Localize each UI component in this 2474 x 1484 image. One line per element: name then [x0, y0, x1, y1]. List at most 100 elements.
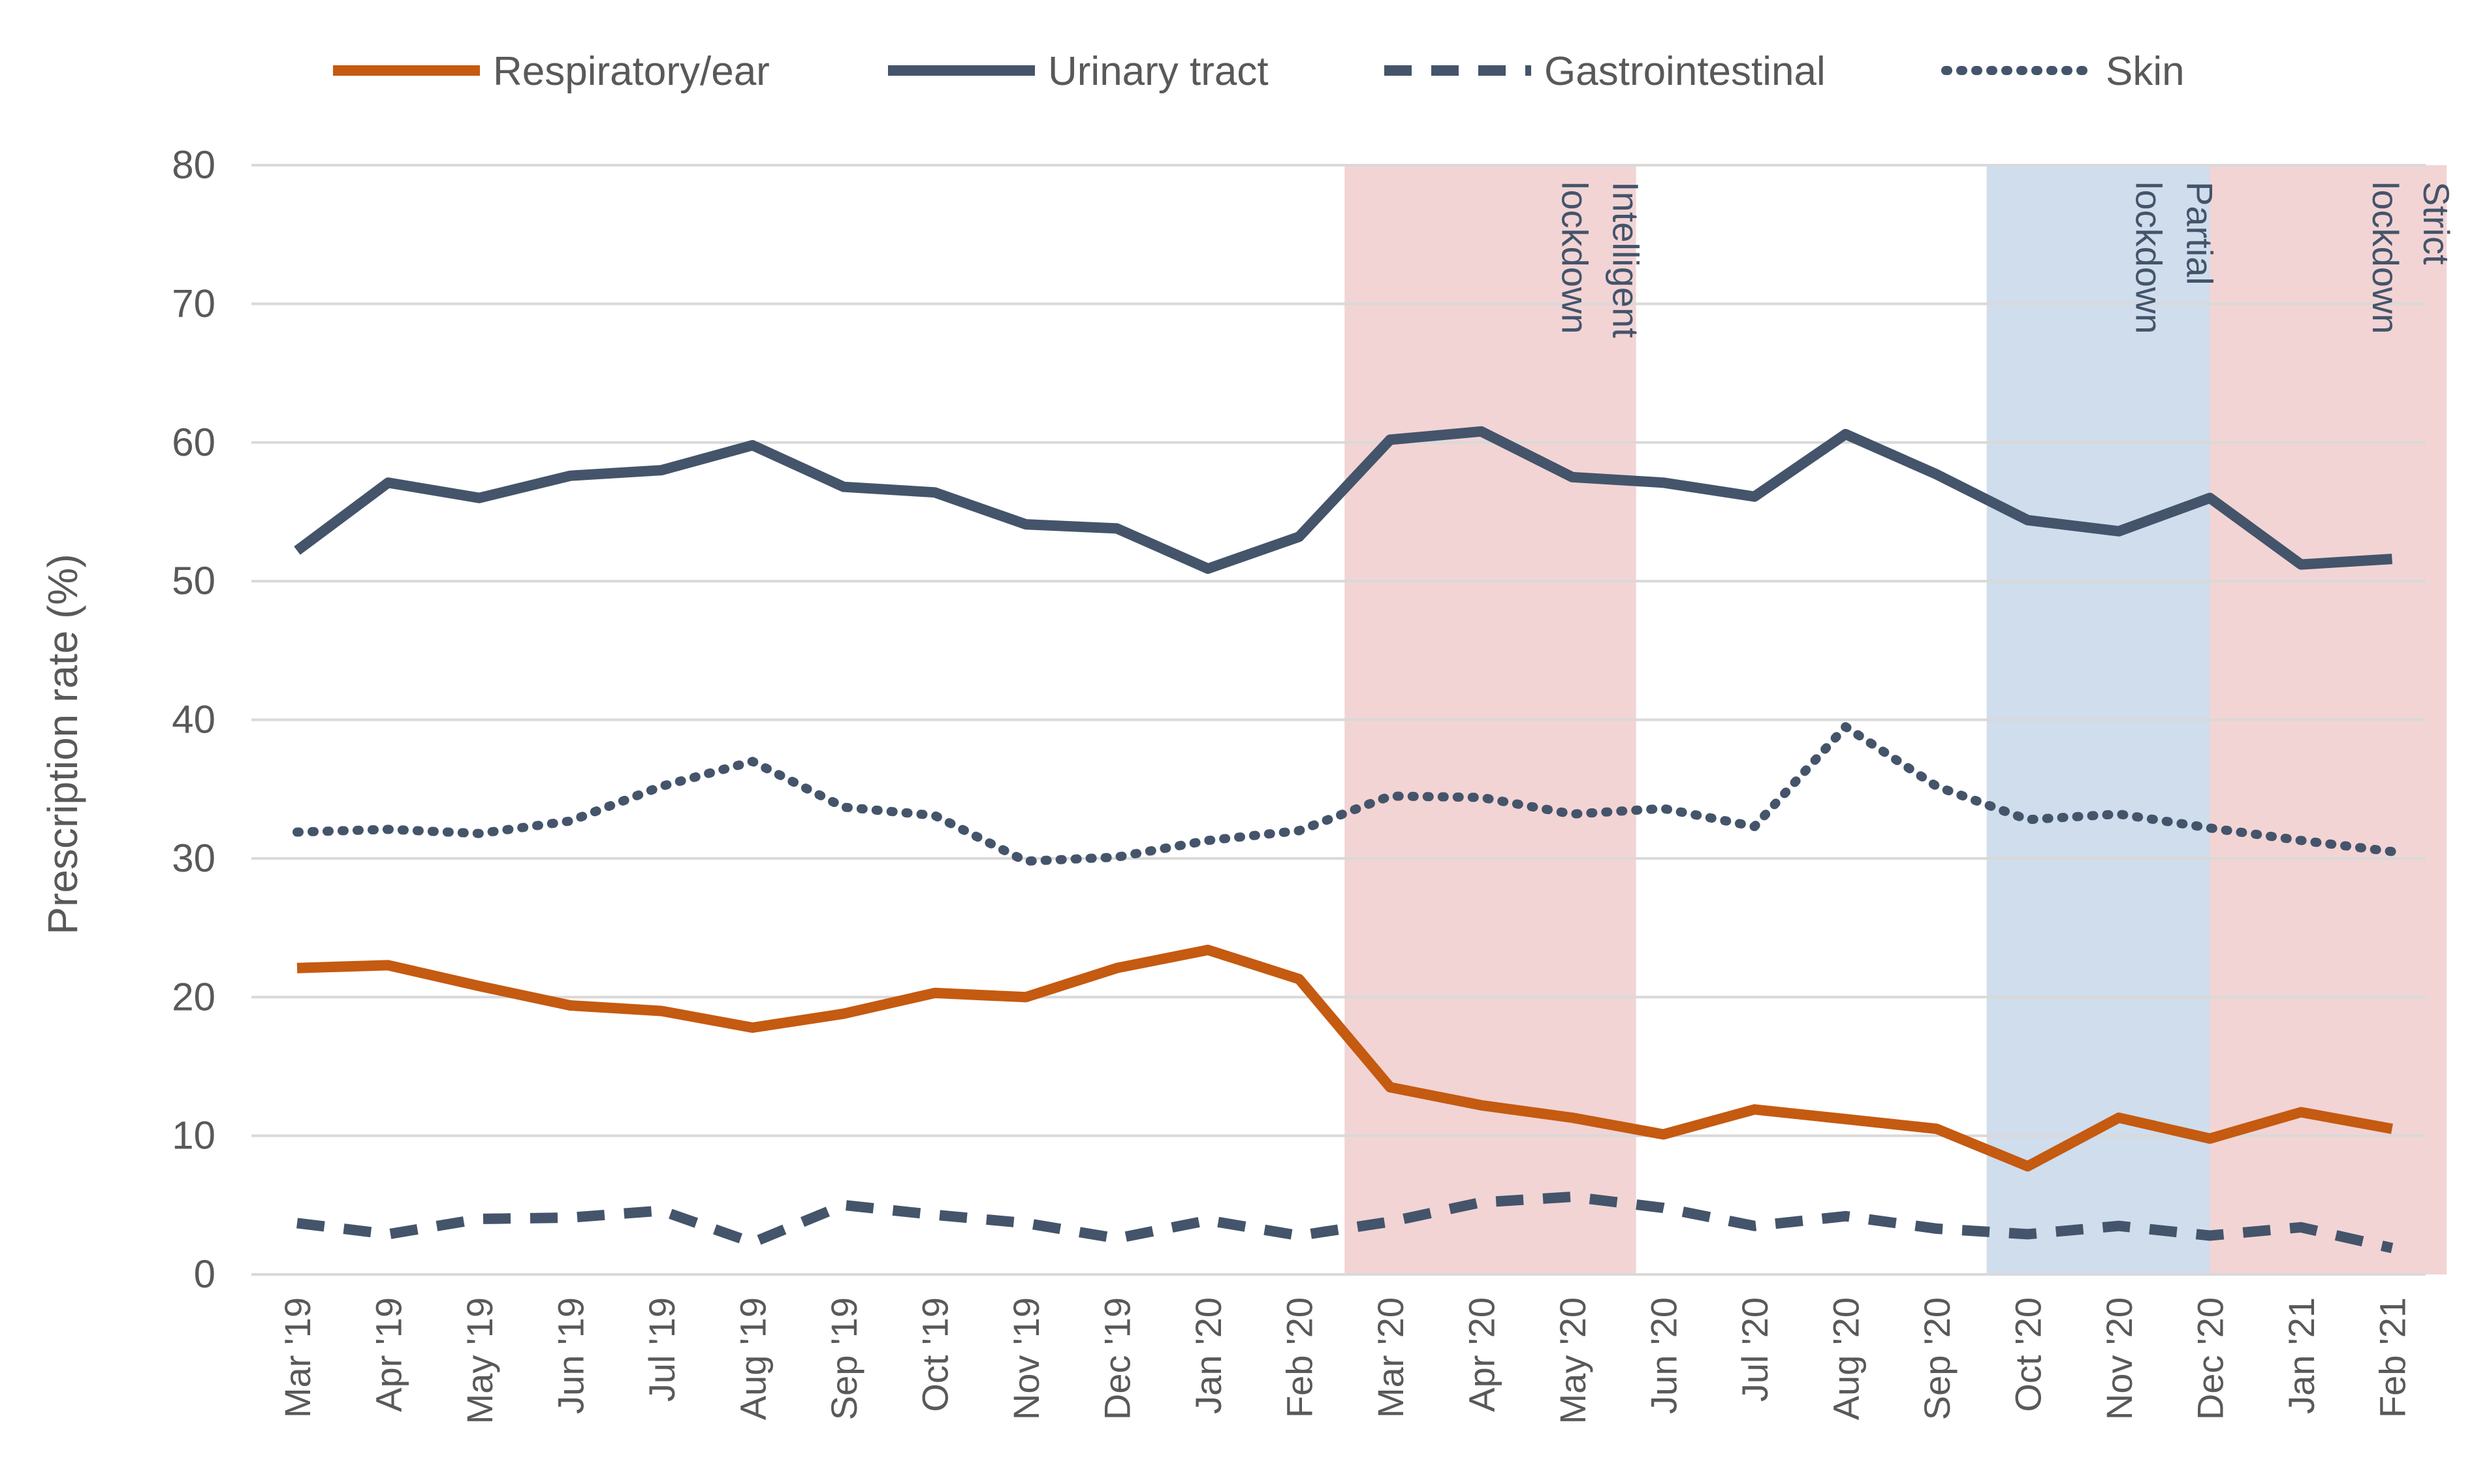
data-point-respiratory-ear	[1936, 1128, 1937, 1129]
legend-label-gastrointestinal: Gastrointestinal	[1544, 49, 1826, 94]
data-point-gastrointestinal	[2300, 1227, 2302, 1228]
data-point-gastrointestinal	[1025, 1222, 1026, 1224]
data-point-skin	[1663, 808, 1664, 809]
data-series	[293, 426, 2397, 1254]
x-axis-ticks: Mar '19 Apr '19 May '19 Jun '19 Jul '19 Aug '…	[277, 1297, 2413, 1424]
x-tick-label: Dec '20	[2190, 1297, 2231, 1420]
data-point-respiratory-ear	[661, 1010, 662, 1011]
data-point-urinary-tract	[1663, 482, 1664, 483]
gridlines	[251, 164, 2426, 1276]
x-tick-label: Aug '20	[1826, 1297, 1867, 1420]
data-point-gastrointestinal	[570, 1217, 571, 1218]
data-point-gastrointestinal	[661, 1210, 662, 1211]
x-tick-label: Nov '20	[2099, 1297, 2140, 1420]
data-point-skin	[1389, 795, 1391, 797]
data-point-respiratory-ear	[1025, 996, 1026, 998]
x-tick: Nov '19	[1006, 1297, 1047, 1420]
x-tick: Aug '19	[733, 1297, 774, 1420]
legend: Respiratory/ear Urinary tract Gastrointest…	[333, 49, 2185, 94]
data-point-gastrointestinal	[1117, 1238, 1118, 1239]
data-point-gastrointestinal	[1299, 1235, 1300, 1237]
data-point-skin	[934, 815, 936, 816]
data-point-gastrointestinal	[296, 1222, 298, 1224]
data-point-gastrointestinal	[388, 1233, 389, 1235]
x-tick-label: Jan '20	[1188, 1297, 1229, 1414]
x-tick: Jun '20	[1643, 1297, 1685, 1414]
data-point-gastrointestinal	[934, 1214, 936, 1216]
series-line-respiratory-ear	[296, 945, 2393, 1172]
x-tick-label: Feb '20	[1279, 1297, 1320, 1418]
data-point-respiratory-ear	[479, 985, 480, 987]
x-tick: Feb '21	[2372, 1297, 2413, 1418]
data-point-gastrointestinal	[479, 1218, 480, 1220]
data-point-skin	[1754, 826, 1755, 827]
lockdown-label-line: Intelligent	[1606, 182, 1647, 338]
data-point-urinary-tract	[1389, 439, 1391, 441]
data-point-respiratory-ear	[843, 1013, 844, 1015]
data-point-urinary-tract	[2300, 564, 2302, 565]
y-axis-ticks: 0 10 20 30 40 50 60 70 80	[172, 143, 215, 1296]
x-tick: Jul '19	[641, 1297, 682, 1402]
x-tick: Sep '19	[823, 1297, 864, 1420]
data-point-gastrointestinal	[1481, 1202, 1482, 1203]
data-point-urinary-tract	[1117, 528, 1118, 529]
data-point-respiratory-ear	[1389, 1086, 1391, 1088]
data-point-skin	[752, 761, 753, 762]
data-point-urinary-tract	[1299, 536, 1300, 537]
data-point-skin	[1845, 726, 1847, 727]
x-tick: Dec '20	[2190, 1297, 2231, 1420]
x-tick-label: Jul '19	[641, 1297, 682, 1402]
data-point-skin	[388, 829, 389, 830]
data-point-respiratory-ear	[2118, 1117, 2119, 1118]
data-point-skin	[1572, 813, 1573, 815]
y-tick-label: 60	[172, 420, 215, 464]
data-point-urinary-tract	[934, 492, 936, 493]
x-tick: Jan '20	[1188, 1297, 1229, 1414]
data-point-urinary-tract	[1207, 568, 1209, 569]
series-line-gastrointestinal	[296, 1192, 2394, 1254]
x-tick: Aug '20	[1826, 1297, 1867, 1420]
data-point-respiratory-ear	[2300, 1112, 2302, 1113]
data-point-skin	[1299, 830, 1300, 831]
data-point-skin	[2027, 819, 2029, 820]
x-tick-label: Dec '19	[1097, 1297, 1138, 1420]
y-tick-label: 70	[172, 281, 215, 325]
y-tick-label: 10	[172, 1114, 215, 1158]
x-tick: Jul '20	[1734, 1297, 1775, 1402]
x-tick-label: Jun '19	[550, 1297, 592, 1414]
y-tick-label: 30	[172, 836, 215, 880]
data-point-skin	[479, 833, 480, 834]
data-point-respiratory-ear	[1663, 1134, 1664, 1135]
x-tick: Dec '19	[1097, 1297, 1138, 1420]
x-tick: Oct '20	[2008, 1297, 2049, 1412]
data-point-gastrointestinal	[1754, 1225, 1755, 1227]
data-point-respiratory-ear	[752, 1027, 753, 1028]
lockdown-label-line: lockdown	[2129, 182, 2170, 334]
data-point-urinary-tract	[752, 445, 753, 446]
x-tick-label: Apr '19	[368, 1297, 409, 1412]
data-point-skin	[661, 785, 662, 787]
data-point-respiratory-ear	[2210, 1138, 2211, 1139]
x-tick: May '19	[459, 1297, 500, 1424]
data-point-urinary-tract	[661, 469, 662, 471]
legend-label-urinary-tract: Urinary tract	[1048, 49, 1269, 94]
data-point-skin	[1117, 857, 1118, 858]
y-tick-label: 20	[172, 975, 215, 1018]
x-tick: Nov '20	[2099, 1297, 2140, 1420]
data-point-urinary-tract	[479, 497, 480, 499]
data-point-skin	[1936, 785, 1937, 787]
data-point-skin	[843, 806, 844, 808]
x-tick: Sep '20	[1916, 1297, 1958, 1420]
data-point-gastrointestinal	[2027, 1233, 2029, 1235]
x-tick: Jan '21	[2281, 1297, 2322, 1414]
data-point-respiratory-ear	[934, 992, 936, 994]
data-point-skin	[2210, 827, 2211, 829]
legend-label-skin: Skin	[2106, 49, 2185, 94]
y-tick-label: 0	[194, 1252, 215, 1296]
lockdown-label-line: Strict	[2416, 182, 2457, 265]
y-tick-label: 80	[172, 143, 215, 187]
x-tick: Oct '19	[915, 1297, 956, 1412]
data-point-gastrointestinal	[843, 1205, 844, 1206]
